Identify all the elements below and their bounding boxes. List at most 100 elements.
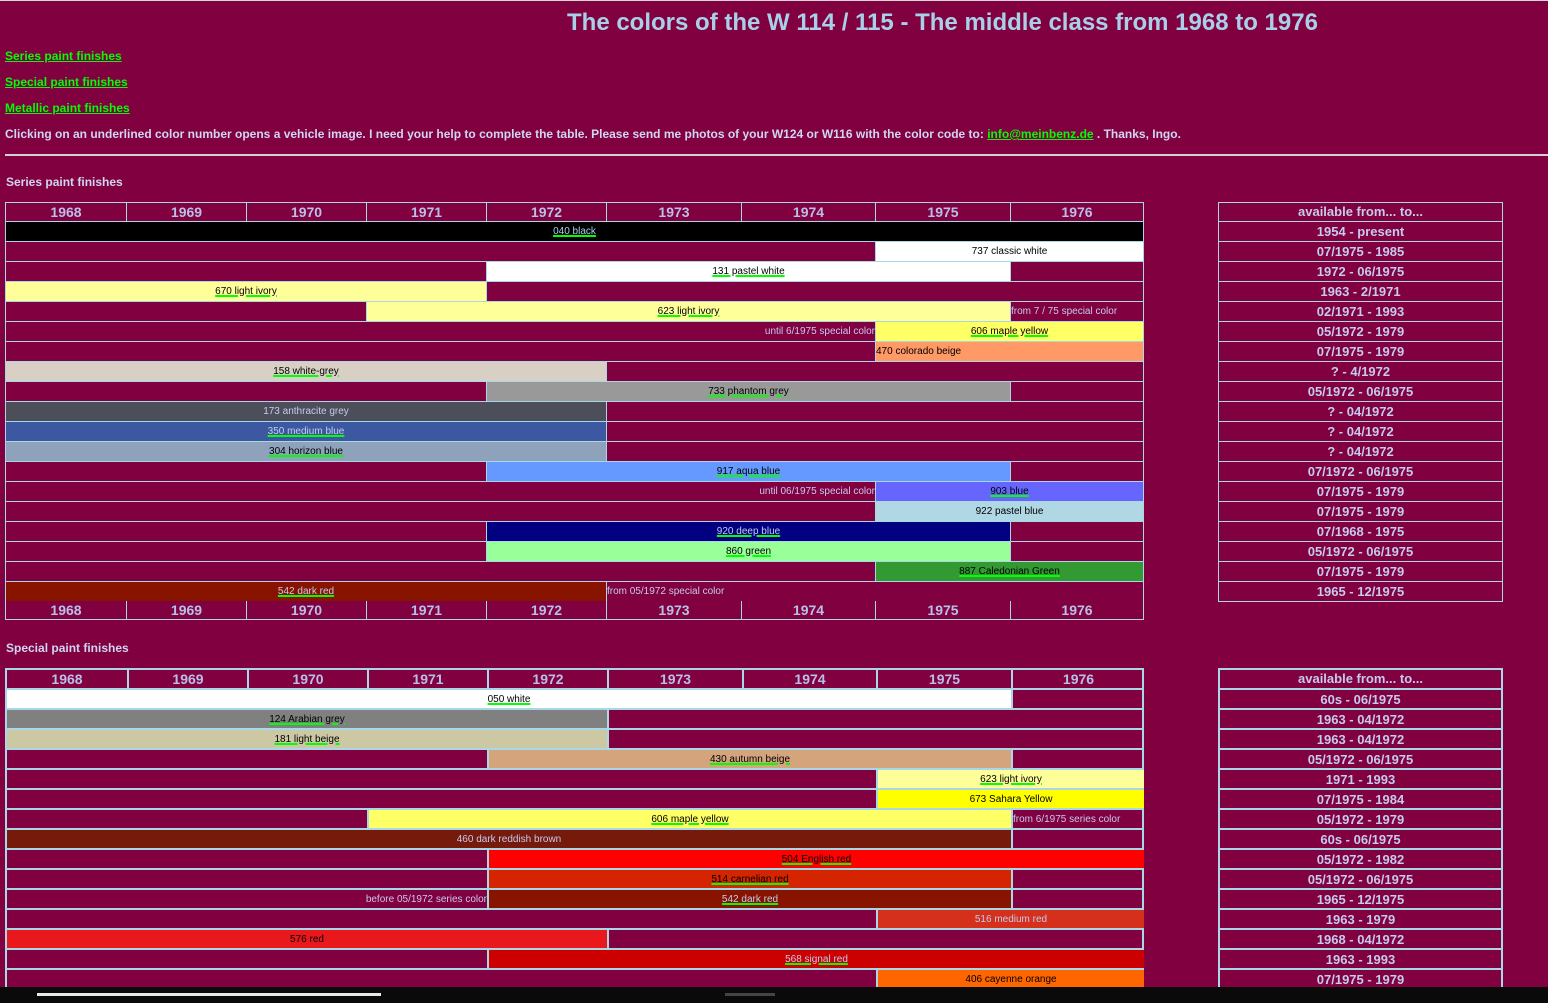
color-bar[interactable]: 606 maple yellow: [367, 810, 1011, 828]
year-header-cell: 1976: [1010, 203, 1143, 221]
color-code-link[interactable]: 887 Caledonian Green: [959, 566, 1060, 577]
color-bar[interactable]: 670 light ivory: [6, 282, 486, 301]
color-code-link[interactable]: 131 pastel white: [712, 266, 785, 277]
color-code-link[interactable]: 623 light ivory: [980, 774, 1042, 785]
color-code-link[interactable]: 542 dark red: [721, 894, 779, 905]
color-row: 406 cayenne orange: [7, 968, 1144, 988]
color-bar[interactable]: 350 medium blue: [6, 422, 606, 441]
info-text: Clicking on an underlined color number o…: [5, 127, 1181, 141]
color-code-link[interactable]: 568 signal red: [785, 954, 848, 965]
color-label: 516 medium red: [974, 914, 1048, 925]
color-label: 737 classic white: [971, 246, 1048, 257]
special-color-note: from 05/1972 special color: [606, 582, 1143, 601]
color-bar[interactable]: 542 dark red: [6, 582, 606, 601]
color-code-link[interactable]: 670 light ivory: [215, 286, 277, 297]
color-code-link[interactable]: 920 deep blue: [716, 526, 781, 537]
color-code-link[interactable]: 542 dark red: [277, 586, 335, 597]
availability-cell: 07/1975 - 1984: [1220, 788, 1501, 808]
year-header-cell: 1975: [876, 670, 1011, 688]
color-code-link[interactable]: 430 autumn beige: [709, 754, 791, 765]
empty-cell: [6, 382, 486, 401]
color-code-link[interactable]: 860 green: [725, 546, 772, 557]
special-color-note: until 6/1975 special color: [764, 326, 875, 337]
color-bar: 673 Sahara Yellow: [876, 790, 1144, 808]
color-code-link[interactable]: 040 black: [553, 226, 596, 237]
color-row: 470 colorado beige: [6, 341, 1143, 361]
color-bar[interactable]: 623 light ivory: [366, 302, 1010, 321]
color-bar: 737 classic white: [875, 242, 1143, 261]
color-bar[interactable]: 887 Caledonian Green: [875, 562, 1143, 581]
empty-cell: [1010, 542, 1143, 561]
availability-cell: 1963 - 1979: [1220, 908, 1501, 928]
special-color-note: from 7 / 75 special color: [1010, 302, 1143, 321]
color-code-link[interactable]: 733 phantom grey: [708, 386, 789, 397]
horizontal-scrollbar[interactable]: [0, 987, 1548, 1003]
color-bar[interactable]: 050 white: [7, 690, 1011, 708]
color-code-link[interactable]: 124 Arabian grey: [269, 714, 345, 725]
color-bar[interactable]: 514 carnelian red: [487, 870, 1011, 888]
color-row: 504 English red: [7, 848, 1144, 868]
color-code-link[interactable]: 304 horizon blue: [269, 446, 343, 457]
empty-cell: [606, 362, 1143, 381]
color-row: 131 pastel white: [6, 261, 1143, 281]
color-code-link[interactable]: 181 light beige: [274, 734, 340, 745]
color-bar[interactable]: 623 light ivory: [876, 770, 1144, 788]
empty-cell: [7, 850, 487, 868]
color-row: 514 carnelian red: [7, 868, 1142, 888]
availability-cell: 1965 - 12/1975: [1220, 888, 1501, 908]
color-bar[interactable]: 124 Arabian grey: [7, 710, 607, 728]
empty-cell: [6, 542, 486, 561]
empty-cell: [606, 422, 1143, 441]
availability-cell: 07/1975 - 1979: [1219, 561, 1502, 581]
availability-cell: 1963 - 04/1972: [1220, 728, 1501, 748]
color-bar[interactable]: 920 deep blue: [486, 522, 1010, 541]
color-bar[interactable]: 860 green: [486, 542, 1010, 561]
year-header-cell: 1968: [50, 602, 82, 618]
color-bar[interactable]: 606 maple yellow: [875, 322, 1143, 341]
color-code-link[interactable]: 606 maple yellow: [651, 814, 729, 825]
color-row: 050 white: [7, 688, 1142, 708]
year-header-cell: 1973: [607, 670, 742, 688]
color-bar[interactable]: 917 aqua blue: [486, 462, 1010, 481]
scrollbar-thumb[interactable]: [37, 993, 381, 996]
color-bar[interactable]: 158 white-grey: [6, 362, 606, 381]
color-code-link[interactable]: 606 maple yellow: [970, 326, 1049, 337]
color-code-link[interactable]: 504 English red: [781, 854, 852, 865]
color-code-link[interactable]: 350 medium blue: [267, 426, 345, 437]
nav-link-series[interactable]: Series paint finishes: [5, 49, 122, 63]
empty-cell: [606, 442, 1143, 461]
color-bar[interactable]: 542 dark red: [487, 890, 1011, 908]
availability-cell: 05/1972 - 06/1975: [1220, 748, 1501, 768]
color-code-link[interactable]: 903 blue: [990, 486, 1029, 497]
availability-cell: 1954 - present: [1219, 221, 1502, 241]
empty-cell: [7, 970, 876, 988]
color-code-link[interactable]: 917 aqua blue: [716, 466, 781, 477]
color-bar[interactable]: 131 pastel white: [486, 262, 1010, 281]
color-label: 173 anthracite grey: [263, 406, 349, 417]
empty-cell: [1011, 750, 1144, 768]
color-bar[interactable]: 568 signal red: [487, 950, 1144, 968]
color-bar[interactable]: 181 light beige: [7, 730, 607, 748]
color-bar[interactable]: 733 phantom grey: [486, 382, 1010, 401]
special-availability-table: available from... to... 60s - 06/1975 1963…: [1218, 668, 1503, 990]
availability-cell: 07/1975 - 1979: [1219, 341, 1502, 361]
color-bar[interactable]: 430 autumn beige: [487, 750, 1011, 768]
color-code-link[interactable]: 514 carnelian red: [711, 874, 789, 885]
year-header-cell: 1970: [247, 670, 367, 688]
nav-link-metallic[interactable]: Metallic paint finishes: [5, 101, 130, 115]
color-bar[interactable]: 504 English red: [487, 850, 1144, 868]
availability-cell: ? - 04/1972: [1219, 421, 1502, 441]
nav-link-special[interactable]: Special paint finishes: [5, 75, 128, 89]
availability-cell: 1963 - 1993: [1220, 948, 1501, 968]
color-bar[interactable]: 304 horizon blue: [6, 442, 606, 461]
color-code-link[interactable]: 050 white: [487, 694, 531, 705]
divider: [5, 154, 1548, 156]
empty-cell: [6, 502, 875, 521]
color-row: before 05/1972 series color 542 dark red: [7, 888, 1142, 908]
color-code-link[interactable]: 158 white-grey: [273, 366, 339, 377]
email-link[interactable]: info@meinbenz.de: [987, 127, 1094, 141]
color-bar[interactable]: 903 blue: [875, 482, 1143, 501]
color-bar[interactable]: 040 black: [6, 222, 1143, 241]
color-code-link[interactable]: 623 light ivory: [657, 306, 720, 317]
year-header-cell: 1975: [875, 203, 1010, 221]
